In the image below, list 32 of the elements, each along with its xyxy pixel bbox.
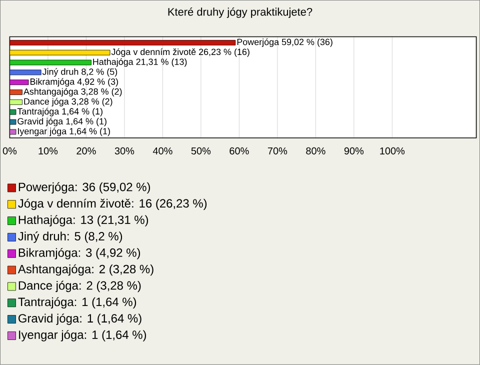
x-tick-label: 60% [230, 147, 249, 155]
data-label: Bikramjóga 4,92 % (3) [30, 78, 118, 87]
text: Powerjóga: 36 (59,02 %) [18, 182, 150, 194]
x-tick-label: 10% [38, 147, 58, 155]
data-label: Tantrajóga 1,64 % (1) [17, 108, 102, 116]
data-label: Jiný druh 8,2 % (5) [42, 68, 118, 77]
x-tick-label: 50% [191, 147, 211, 155]
text: Bikramjóga: 3 (4,92 %) [18, 248, 140, 260]
x-tick-label: 100% [380, 147, 405, 155]
data-label: Hathajóga 21,31 % (13) [93, 58, 187, 67]
data-label: Powerjóga 59,02 % (36) [237, 38, 332, 47]
x-tick-label: 30% [114, 147, 134, 155]
text: Jiný druh: 5 (8,2 %) [18, 232, 122, 243]
x-tick-label: 20% [76, 147, 96, 155]
data-label: Iyengar jóga 1,64 % (1) [18, 128, 110, 136]
text: Ashtangajóga: 2 (3,28 %) [18, 264, 154, 276]
text: Jóga v denním životě: 16 (26,23 %) [18, 198, 207, 210]
text: Gravid jóga: 1 (1,64 %) [18, 314, 142, 326]
chart-title: Které druhy jógy praktikujete? [168, 8, 312, 18]
x-tick-label: 80% [306, 147, 326, 155]
x-tick-label: 90% [344, 147, 364, 155]
data-label: Dance jóga 3,28 % (2) [24, 98, 112, 106]
text: Iyengar jóga: 1 (1,64 %) [19, 330, 146, 342]
data-label: Ashtangajóga 3,28 % (2) [23, 88, 122, 97]
text: Hathajóga: 13 (21,31 %) [18, 215, 148, 226]
text: Tantrajóga: 1 (1,64 %) [18, 297, 136, 309]
x-tick-label: 0% [2, 147, 17, 155]
text: Dance jóga: 2 (3,28 %) [18, 280, 141, 292]
x-tick-label: 40% [152, 147, 172, 155]
data-label: Jóga v denním životě 26,23 % (16) [111, 48, 250, 57]
x-tick-label: 70% [268, 147, 288, 155]
data-label: Gravid jóga 1,64 % (1) [18, 118, 106, 126]
